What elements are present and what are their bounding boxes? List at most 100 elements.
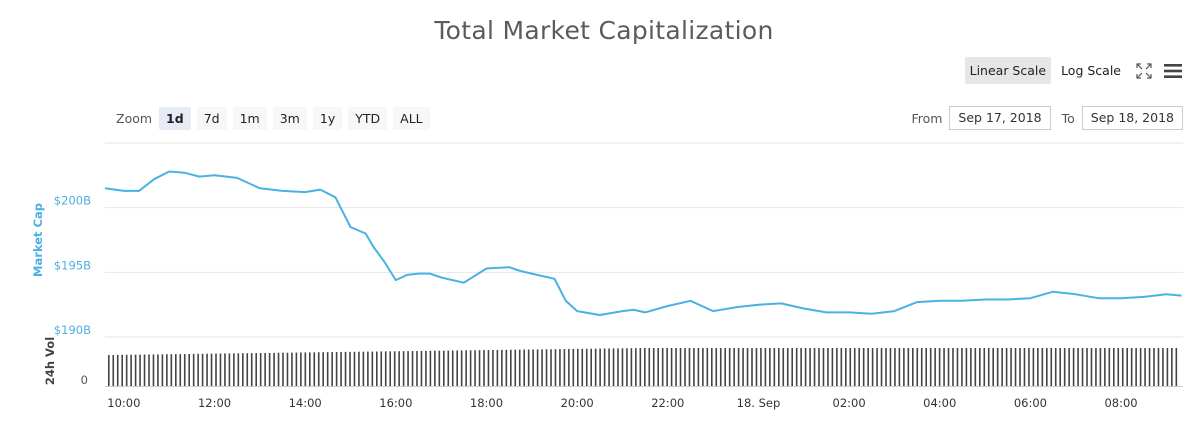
volume-bar <box>402 351 405 386</box>
fullscreen-icon[interactable] <box>1133 60 1155 82</box>
from-date-input[interactable]: Sep 17, 2018 <box>949 106 1051 130</box>
volume-bar <box>157 354 159 386</box>
volume-bar <box>715 348 718 386</box>
volume-bar <box>532 349 534 386</box>
volume-bar <box>376 351 378 386</box>
volume-bar <box>474 350 476 386</box>
volume-bar <box>183 354 186 386</box>
volume-bar <box>818 348 820 386</box>
volume-bar <box>760 348 762 386</box>
volume-bar <box>965 348 968 386</box>
volume-bar <box>612 348 615 386</box>
volume-bar <box>1032 348 1035 386</box>
volume-bar <box>367 351 369 386</box>
volume-bar <box>590 348 592 386</box>
to-date-input[interactable]: Sep 18, 2018 <box>1081 106 1183 130</box>
x-tick-label: 08:00 <box>1104 396 1137 410</box>
volume-bar <box>666 348 668 386</box>
volume-bar <box>577 348 579 387</box>
volume-bar <box>1001 348 1003 386</box>
zoom-1d-button[interactable]: 1d <box>159 107 191 130</box>
volume-bar <box>929 348 932 386</box>
volume-bar <box>934 348 936 386</box>
x-tick-label: 20:00 <box>561 396 594 410</box>
volume-bar <box>719 348 722 386</box>
volume-bar <box>492 349 494 386</box>
log-scale-button[interactable]: Log Scale <box>1061 63 1121 78</box>
zoom-7d-button[interactable]: 7d <box>196 107 227 130</box>
zoom-3m-button[interactable]: 3m <box>272 107 307 130</box>
volume-bar <box>1144 348 1146 386</box>
volume-bar <box>358 351 360 386</box>
x-tick-label: 04:00 <box>923 396 956 410</box>
volume-bar <box>501 349 503 386</box>
volume-bar <box>295 352 298 386</box>
volume-axis-title: 24h Vol <box>43 337 57 385</box>
to-label: To <box>1061 110 1075 126</box>
volume-bar <box>429 350 432 386</box>
volume-bar <box>1175 348 1178 386</box>
volume-bar <box>398 351 400 386</box>
volume-bar <box>108 355 110 386</box>
volume-bar <box>684 348 686 386</box>
volume-bar <box>420 350 423 386</box>
volume-bar <box>733 348 735 386</box>
volume-bar <box>912 348 914 386</box>
volume-bar <box>1171 348 1173 386</box>
volume-bar <box>791 348 793 386</box>
x-tick-label: 14:00 <box>289 396 322 410</box>
volume-bar <box>952 348 954 386</box>
volume-bar <box>1126 348 1128 386</box>
volume-bar <box>505 349 508 386</box>
y-tick-label: $195B <box>54 258 91 272</box>
volume-bar <box>795 348 798 386</box>
volume-bar <box>599 348 601 386</box>
x-tick-label: 18:00 <box>470 396 503 410</box>
volume-bar <box>273 352 275 386</box>
volume-bar <box>362 351 365 386</box>
volume-bar <box>862 348 865 386</box>
volume-bar <box>898 348 901 386</box>
volume-bar <box>380 351 383 386</box>
volume-bar <box>1108 348 1111 386</box>
volume-bar <box>630 348 633 386</box>
volume-bar <box>956 348 959 386</box>
volume-bar <box>326 352 329 386</box>
volume-bar <box>353 351 356 386</box>
volume-bar <box>1010 348 1012 386</box>
volume-bar <box>603 348 606 386</box>
volume-bar <box>1130 348 1133 386</box>
zoom-1y-button[interactable]: 1y <box>312 107 343 130</box>
volume-bar <box>309 352 311 387</box>
volume-bar <box>407 351 409 386</box>
volume-bar <box>322 352 324 386</box>
x-tick-label: 02:00 <box>833 396 866 410</box>
volume-bar <box>233 353 235 386</box>
volume-tick-label: 0 <box>81 373 88 387</box>
volume-bar <box>702 348 704 386</box>
volume-bar <box>746 348 749 386</box>
volume-bar <box>1157 348 1160 386</box>
volume-bar <box>541 349 543 386</box>
volume-bar <box>447 350 450 386</box>
volume-bar <box>130 354 132 386</box>
volume-bar <box>112 354 115 386</box>
volume-bar <box>983 348 986 386</box>
volume-bar <box>679 348 682 386</box>
hamburger-menu-icon[interactable] <box>1162 60 1184 82</box>
zoom-all-button[interactable]: ALL <box>393 107 430 130</box>
zoom-ytd-button[interactable]: YTD <box>348 107 388 130</box>
volume-bar <box>639 348 642 386</box>
volume-bar <box>224 353 226 386</box>
volume-bar <box>161 354 164 386</box>
zoom-1m-button[interactable]: 1m <box>232 107 267 130</box>
volume-bar <box>1095 348 1097 386</box>
volume-bar <box>572 348 575 386</box>
volume-bar <box>268 352 271 386</box>
linear-scale-button[interactable]: Linear Scale <box>964 57 1052 84</box>
volume-bar <box>845 348 847 386</box>
volume-bar <box>134 354 137 386</box>
volume-bar <box>675 348 677 386</box>
volume-bar <box>943 348 945 386</box>
